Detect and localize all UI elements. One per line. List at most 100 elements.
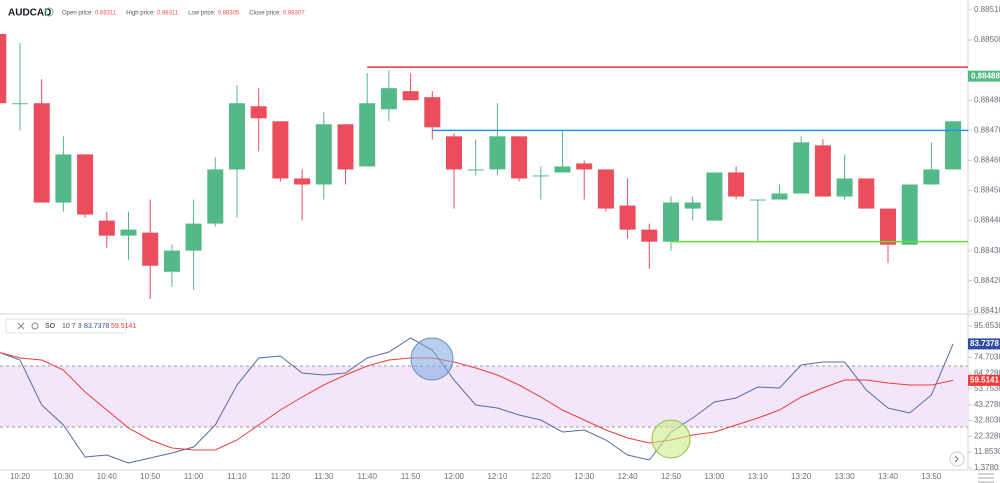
candle-body [359, 103, 376, 167]
y-tick-label: 95.6530 [974, 321, 1000, 330]
y-tick-label: 22.3280 [974, 431, 1000, 440]
x-tick-label: 10:40 [97, 472, 118, 481]
candle-body [424, 97, 441, 128]
candle-body [901, 184, 918, 245]
scroll-arrow [954, 455, 959, 463]
settings-lines[interactable] [978, 473, 994, 483]
indicator-legend [5, 318, 127, 334]
candle-body [619, 205, 636, 230]
candle-body [250, 106, 267, 119]
x-tick-label: 11:50 [401, 472, 421, 481]
x-tick-label: 12:20 [531, 472, 552, 481]
x-tick-label: 10:50 [140, 472, 161, 481]
candle-body [55, 154, 72, 203]
candle-body [467, 169, 484, 171]
x-tick-label: 12:40 [618, 472, 639, 481]
y-tick-label: 1.3780 [974, 463, 999, 472]
oscillator-band [0, 366, 968, 427]
ohlc-label: High price: [126, 11, 155, 17]
close-icon[interactable] [17, 322, 25, 330]
candle-body [706, 172, 723, 221]
candle-body [142, 232, 159, 266]
y-tick-label: 32.8030 [974, 416, 1000, 425]
current-price-label: 0.88488 [971, 71, 1000, 80]
x-tick-label: 12:30 [574, 472, 595, 481]
indicator-value-d: 59.5141 [111, 323, 136, 330]
candle-body [337, 124, 354, 170]
candle-body [315, 124, 332, 185]
value-tag [968, 374, 1000, 386]
ohlc-label: Open price: [62, 11, 93, 17]
x-tick-label: 13:00 [704, 472, 725, 481]
symbol[interactable]: AUDCAD [8, 8, 51, 19]
x-tick-label: 12:50 [661, 472, 682, 481]
ohlc-label: Low price: [188, 11, 216, 17]
candle-body [511, 136, 528, 179]
highlight-circle [651, 419, 691, 459]
oscillator-line [0, 351, 954, 451]
candle-body [489, 136, 506, 170]
candle-body [33, 103, 50, 203]
current-price-tag [968, 70, 1000, 82]
candle-body [836, 178, 853, 197]
x-tick-label: 13:30 [835, 472, 856, 481]
oscillator-line [0, 337, 954, 464]
x-tick-label: 11:30 [314, 472, 334, 481]
candle-body [272, 121, 289, 179]
x-tick-label: 12:00 [444, 472, 465, 481]
candle-body [771, 193, 788, 200]
indicator-name: SO [45, 323, 56, 330]
settings-icon[interactable] [31, 322, 39, 330]
x-tick-label: 10:20 [10, 472, 31, 481]
candle-body [597, 169, 614, 209]
y-tick-label: 64.2280 [974, 368, 1000, 377]
candle-body [207, 169, 224, 224]
candle-body [446, 136, 462, 170]
candle-body [229, 103, 245, 170]
value-tag-label: 59.5141 [970, 375, 999, 384]
scroll-button[interactable] [949, 451, 965, 467]
ohlc-value: 0.88307 [283, 11, 305, 17]
candle-body [120, 229, 137, 236]
candle-body [294, 178, 311, 185]
value-tag [968, 338, 1000, 350]
candle-body [554, 166, 571, 173]
candle-body [77, 154, 94, 215]
candle-body [793, 142, 810, 194]
candle-body [641, 229, 658, 242]
x-tick-label: 13:20 [791, 472, 812, 481]
x-tick-label: 11:20 [271, 472, 291, 481]
candle-body [532, 175, 549, 177]
candle-body [684, 202, 701, 209]
candle-body [402, 91, 419, 101]
x-tick-label: 13:10 [748, 472, 769, 481]
candle-body [163, 250, 180, 272]
ohlc-value: 0.88305 [218, 11, 240, 17]
x-tick-label: 12:10 [487, 472, 508, 481]
ohlc-value: 0.88311 [95, 11, 117, 17]
x-tick-label: 11:10 [227, 472, 247, 481]
indicator-params: 10 7 3 [62, 323, 82, 330]
candle-body [380, 88, 397, 110]
x-tick-label: 13:40 [878, 472, 899, 481]
candle-body [576, 163, 593, 170]
candle-body [728, 172, 745, 197]
x-tick-label: 11:00 [184, 472, 204, 481]
candle-body [880, 208, 896, 245]
candle-body [663, 202, 679, 242]
x-tick-label: 11:40 [357, 472, 377, 481]
indicator-value-k: 83.7378 [84, 323, 109, 330]
x-tick-label: 13:50 [921, 472, 942, 481]
clock-icon[interactable] [44, 7, 54, 17]
x-tick-label: 10:30 [53, 472, 74, 481]
plot-area [0, 34, 968, 464]
y-tick-label: 74.7030 [974, 353, 1000, 362]
